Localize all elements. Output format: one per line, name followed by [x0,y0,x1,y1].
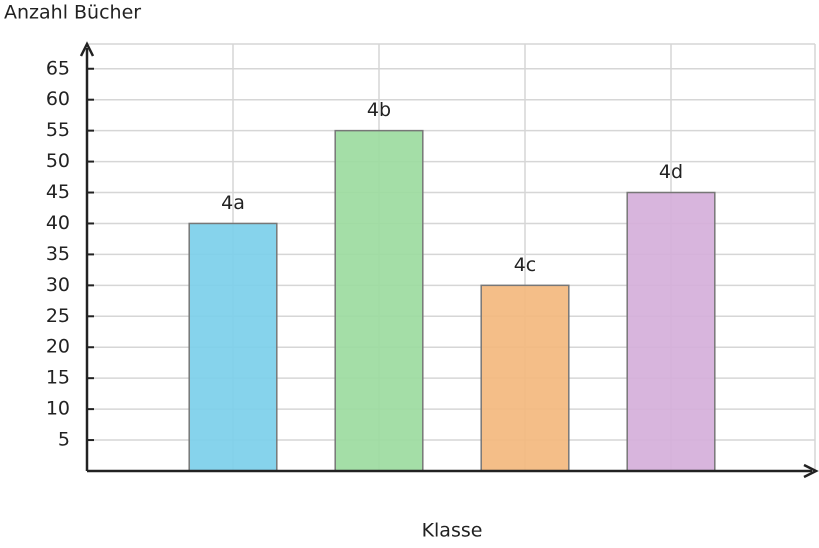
y-tick-label: 30 [46,274,70,296]
bar-label: 4c [514,254,537,276]
bar-label: 4b [367,99,391,121]
bar [334,129,424,472]
y-tick-label: 40 [46,212,70,234]
x-axis-label: Klasse [422,520,483,542]
y-tick-label: 15 [46,367,70,389]
y-tick-label: 65 [46,57,70,79]
y-tick-label: 10 [46,398,70,420]
y-tick-label: 20 [46,336,70,358]
y-tick-label: 5 [58,429,70,451]
y-tick-label: 50 [46,150,70,172]
bar-label: 4d [659,161,683,183]
y-tick-label: 35 [46,243,70,265]
y-axis-arrow [79,41,95,57]
bar-label: 4a [221,192,245,214]
bar [480,284,570,472]
y-axis-label: Anzahl Bücher [4,2,141,24]
bar [188,222,278,472]
y-tick-label: 60 [46,88,70,110]
bar [626,191,716,472]
y-tick-label: 45 [46,181,70,203]
y-tick-label: 25 [46,305,70,327]
x-axis-arrow [803,463,819,479]
y-tick-label: 55 [46,119,70,141]
